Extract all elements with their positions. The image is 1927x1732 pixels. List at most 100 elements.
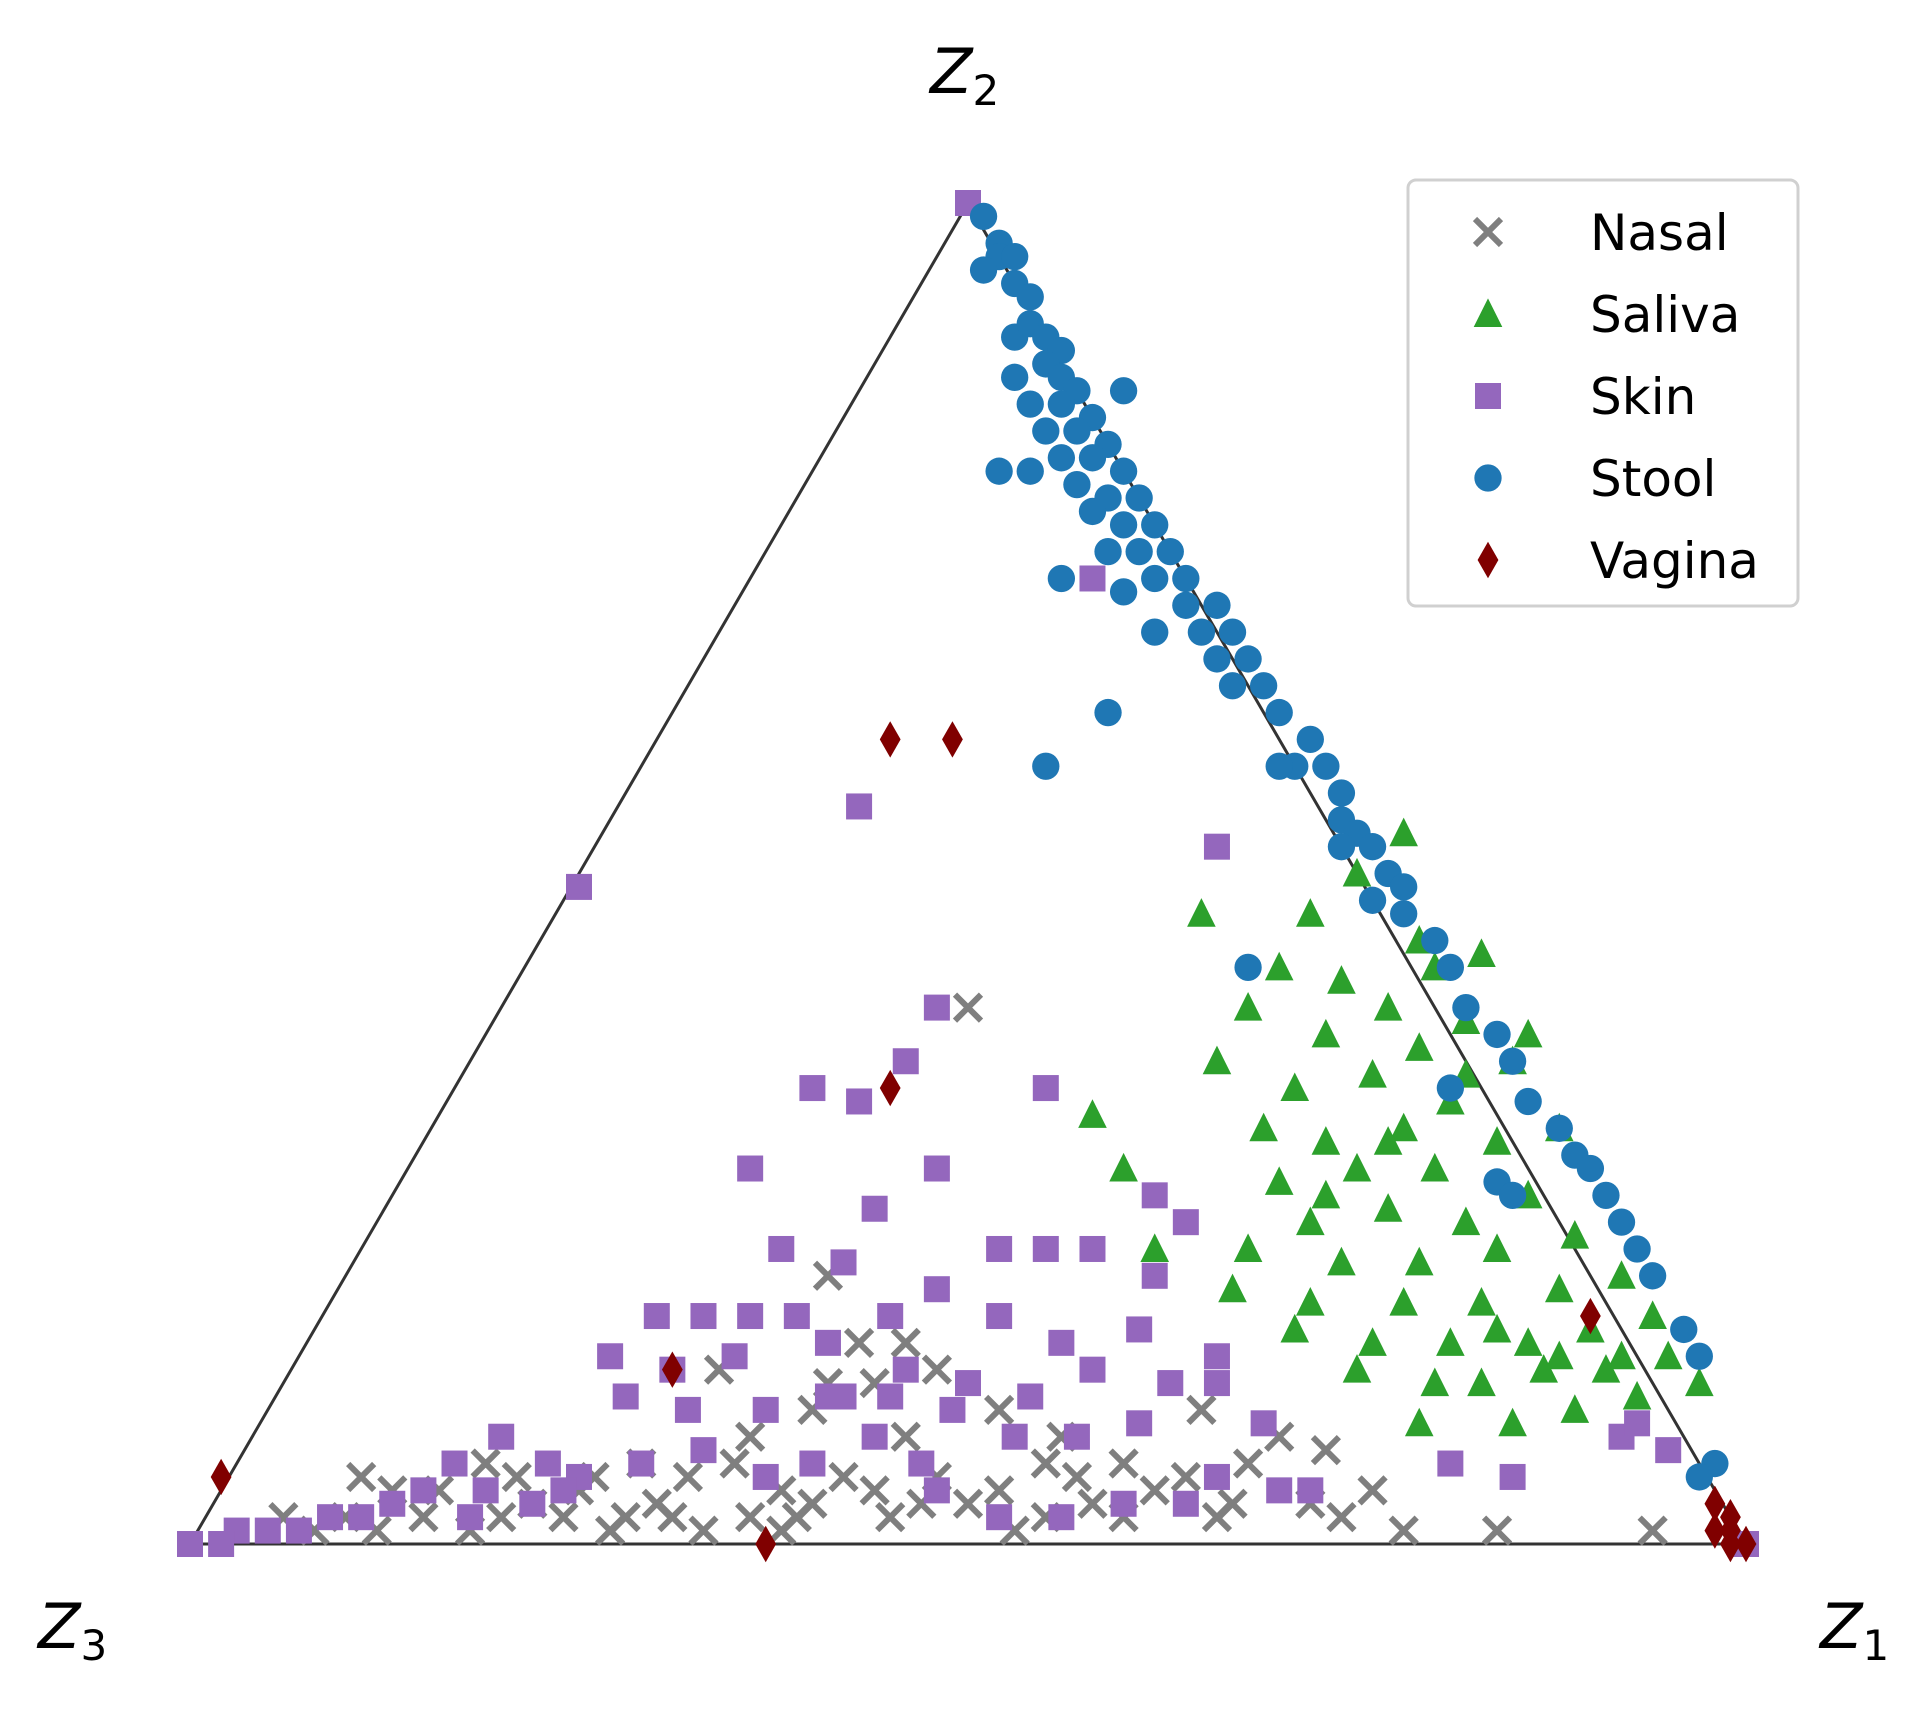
point-saliva <box>1451 1206 1481 1236</box>
point-stool <box>1047 390 1076 418</box>
point-stool <box>1063 417 1091 445</box>
point-stool <box>1234 953 1262 982</box>
point-saliva <box>1327 965 1356 994</box>
point-vagina <box>879 1069 901 1107</box>
point-saliva <box>1638 1300 1667 1330</box>
point-saliva <box>1202 1045 1232 1075</box>
point-saliva <box>1373 1193 1403 1222</box>
point-stool <box>969 202 998 231</box>
point-saliva <box>1653 1340 1683 1370</box>
legend-marker-vagina <box>1477 541 1499 579</box>
point-skin <box>1126 1316 1153 1343</box>
point-stool <box>1234 645 1262 673</box>
point-stool <box>1063 470 1091 499</box>
point-skin <box>1655 1437 1682 1464</box>
point-skin <box>1172 1209 1199 1236</box>
point-nasal <box>1232 1448 1264 1479</box>
point-stool <box>1016 283 1044 311</box>
point-skin <box>1203 1463 1230 1490</box>
point-saliva <box>1264 951 1294 981</box>
point-skin <box>519 1490 546 1517</box>
data-points <box>177 190 1759 1563</box>
point-saliva <box>1109 1152 1138 1182</box>
point-saliva <box>1607 1260 1636 1289</box>
point-stool <box>1203 591 1231 619</box>
point-skin <box>1499 1463 1526 1490</box>
point-saliva <box>1482 1313 1512 1343</box>
point-saliva <box>1233 992 1263 1021</box>
point-saliva <box>1389 1287 1418 1316</box>
point-stool <box>1623 1235 1651 1263</box>
vertex-label-z2: Z2 <box>928 35 999 115</box>
point-saliva <box>1389 1112 1418 1142</box>
point-vagina <box>1704 1512 1726 1549</box>
point-skin <box>939 1396 966 1423</box>
point-stool <box>1514 1087 1542 1116</box>
point-stool <box>1078 497 1107 526</box>
point-stool <box>1125 484 1153 512</box>
point-saliva <box>1529 1354 1559 1383</box>
point-skin <box>830 1383 857 1410</box>
point-stool <box>1094 538 1122 566</box>
point-skin <box>1032 1075 1059 1102</box>
point-skin <box>208 1531 235 1557</box>
point-nasal <box>1170 1461 1201 1493</box>
point-nasal <box>890 1327 921 1358</box>
point-stool <box>1094 698 1122 727</box>
point-skin <box>830 1249 857 1276</box>
point-skin <box>177 1531 203 1557</box>
point-nasal <box>501 1461 532 1493</box>
point-stool <box>1249 672 1278 700</box>
point-stool <box>1498 1047 1527 1075</box>
point-saliva <box>1218 1273 1247 1303</box>
point-nasal <box>1186 1394 1217 1426</box>
point-skin <box>488 1423 515 1450</box>
point-skin <box>986 1303 1013 1330</box>
point-stool <box>1436 953 1465 982</box>
point-saliva <box>1280 1313 1310 1343</box>
point-nasal <box>859 1475 890 1506</box>
point-skin <box>892 1356 919 1383</box>
point-nasal <box>1139 1475 1170 1506</box>
point-stool <box>1016 390 1044 418</box>
point-saliva <box>1140 1233 1170 1262</box>
point-stool <box>1032 417 1060 445</box>
point-skin <box>861 1195 888 1222</box>
point-nasal <box>688 1515 719 1546</box>
point-skin <box>861 1423 888 1450</box>
point-stool <box>1296 725 1324 754</box>
legend: Nasal Saliva Skin Stool Vagina <box>1406 178 1800 608</box>
point-stool <box>1109 578 1138 606</box>
point-saliva <box>1420 1367 1450 1397</box>
point-saliva <box>1373 1126 1403 1155</box>
point-skin <box>799 1075 826 1102</box>
point-nasal <box>486 1502 517 1533</box>
point-skin <box>597 1343 624 1370</box>
point-saliva <box>1591 1354 1621 1383</box>
point-saliva <box>1467 1367 1496 1397</box>
point-saliva <box>1544 1273 1574 1303</box>
legend-marker-stool <box>1474 464 1502 492</box>
point-nasal <box>983 1475 1015 1506</box>
point-saliva <box>1482 1233 1512 1262</box>
point-nasal <box>548 1502 579 1533</box>
point-skin <box>1266 1477 1293 1504</box>
point-saliva <box>1296 1206 1325 1236</box>
point-skin <box>1017 1383 1044 1410</box>
point-skin <box>1079 1356 1106 1383</box>
point-nasal <box>1077 1488 1108 1519</box>
point-skin <box>472 1477 499 1504</box>
point-skin <box>1203 833 1230 860</box>
point-skin <box>550 1477 577 1504</box>
point-skin <box>877 1383 904 1410</box>
point-nasal <box>1326 1502 1357 1533</box>
point-skin <box>768 1235 795 1262</box>
point-skin <box>1110 1490 1137 1517</box>
point-saliva <box>1280 1072 1310 1102</box>
point-nasal <box>921 1354 953 1385</box>
point-nasal <box>875 1502 906 1533</box>
point-skin <box>752 1463 779 1490</box>
point-skin <box>457 1504 484 1531</box>
point-skin <box>923 1276 950 1303</box>
point-nasal <box>1637 1515 1668 1546</box>
